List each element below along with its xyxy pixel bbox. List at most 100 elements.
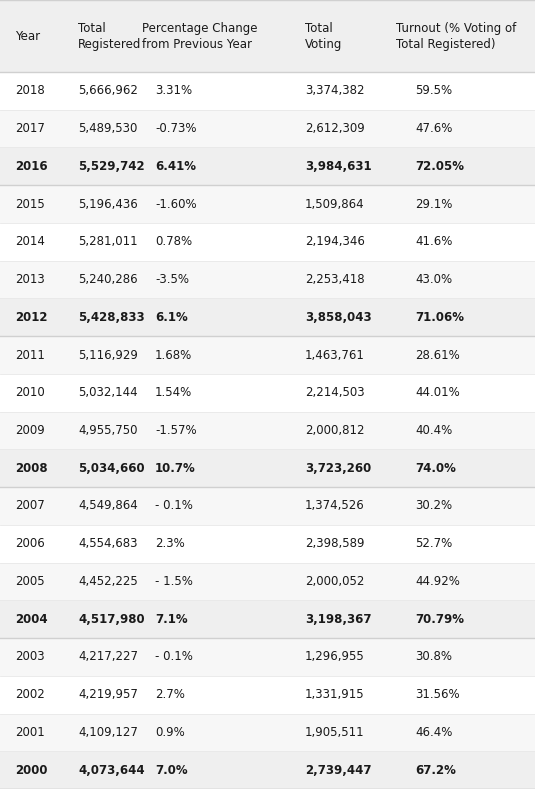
Text: 2002: 2002 [15, 688, 45, 701]
Text: 2,253,418: 2,253,418 [305, 273, 365, 286]
Text: 2,612,309: 2,612,309 [305, 122, 365, 135]
Text: 2008: 2008 [15, 462, 48, 475]
Text: Year: Year [15, 29, 40, 43]
Text: 3,723,260: 3,723,260 [305, 462, 371, 475]
Bar [0, 450, 535, 487]
Text: 29.1%: 29.1% [415, 197, 453, 211]
Text: 2000: 2000 [15, 764, 48, 776]
Text: - 0.1%: - 0.1% [155, 650, 193, 664]
Text: 5,428,833: 5,428,833 [78, 311, 144, 323]
Text: 2012: 2012 [15, 311, 48, 323]
Text: 4,219,957: 4,219,957 [78, 688, 138, 701]
Bar [0, 110, 535, 148]
Text: 2003: 2003 [15, 650, 44, 664]
Text: 28.61%: 28.61% [415, 349, 460, 361]
Text: Percentage Change
from Previous Year: Percentage Change from Previous Year [142, 21, 257, 50]
Text: 72.05%: 72.05% [415, 160, 464, 173]
Text: 41.6%: 41.6% [415, 235, 453, 249]
Text: 5,666,962: 5,666,962 [78, 84, 138, 97]
Text: 3,374,382: 3,374,382 [305, 84, 364, 97]
Bar [0, 600, 535, 638]
Text: 10.7%: 10.7% [155, 462, 196, 475]
Text: 2007: 2007 [15, 499, 45, 513]
Text: 7.1%: 7.1% [155, 613, 188, 626]
Text: 43.0%: 43.0% [415, 273, 452, 286]
Text: 1,463,761: 1,463,761 [305, 349, 365, 361]
Text: 2010: 2010 [15, 387, 45, 399]
Text: 2,194,346: 2,194,346 [305, 235, 365, 249]
Text: 6.41%: 6.41% [155, 160, 196, 173]
Bar [0, 563, 535, 600]
Text: 1,296,955: 1,296,955 [305, 650, 365, 664]
Text: 2,739,447: 2,739,447 [305, 764, 371, 776]
Text: 2,000,052: 2,000,052 [305, 575, 364, 588]
Text: 3.31%: 3.31% [155, 84, 192, 97]
Text: 47.6%: 47.6% [415, 122, 453, 135]
Text: 5,240,286: 5,240,286 [78, 273, 137, 286]
Text: 2013: 2013 [15, 273, 45, 286]
Text: 2009: 2009 [15, 424, 45, 437]
Text: 0.78%: 0.78% [155, 235, 192, 249]
Text: 6.1%: 6.1% [155, 311, 188, 323]
Text: Total
Registered: Total Registered [78, 21, 141, 50]
Text: 2.3%: 2.3% [155, 537, 185, 550]
Text: 2005: 2005 [15, 575, 44, 588]
Text: 2011: 2011 [15, 349, 45, 361]
Bar [0, 751, 535, 789]
Text: 1.54%: 1.54% [155, 387, 192, 399]
Text: - 1.5%: - 1.5% [155, 575, 193, 588]
Bar [0, 260, 535, 298]
Text: 3,858,043: 3,858,043 [305, 311, 372, 323]
Text: 44.01%: 44.01% [415, 387, 460, 399]
Text: 5,529,742: 5,529,742 [78, 160, 144, 173]
Text: 2014: 2014 [15, 235, 45, 249]
Text: 1,331,915: 1,331,915 [305, 688, 365, 701]
Text: 44.92%: 44.92% [415, 575, 460, 588]
Text: 2006: 2006 [15, 537, 45, 550]
Bar [0, 0, 535, 72]
Text: 2,000,812: 2,000,812 [305, 424, 364, 437]
Text: 5,116,929: 5,116,929 [78, 349, 138, 361]
Text: 30.8%: 30.8% [415, 650, 452, 664]
Text: 3,198,367: 3,198,367 [305, 613, 371, 626]
Text: 5,489,530: 5,489,530 [78, 122, 137, 135]
Text: 2001: 2001 [15, 726, 45, 739]
Bar [0, 223, 535, 260]
Text: Total
Voting: Total Voting [305, 21, 342, 50]
Text: 4,452,225: 4,452,225 [78, 575, 137, 588]
Text: 5,032,144: 5,032,144 [78, 387, 137, 399]
Text: Turnout (% Voting of
Total Registered): Turnout (% Voting of Total Registered) [396, 21, 516, 50]
Bar [0, 713, 535, 751]
Bar [0, 298, 535, 336]
Text: 4,217,227: 4,217,227 [78, 650, 138, 664]
Text: 31.56%: 31.56% [415, 688, 460, 701]
Bar [0, 336, 535, 374]
Text: 2017: 2017 [15, 122, 45, 135]
Text: 2,398,589: 2,398,589 [305, 537, 364, 550]
Text: 59.5%: 59.5% [415, 84, 452, 97]
Text: 46.4%: 46.4% [415, 726, 453, 739]
Bar [0, 487, 535, 525]
Text: 52.7%: 52.7% [415, 537, 452, 550]
Text: 30.2%: 30.2% [415, 499, 452, 513]
Text: 7.0%: 7.0% [155, 764, 188, 776]
Text: 2004: 2004 [15, 613, 48, 626]
Text: 0.9%: 0.9% [155, 726, 185, 739]
Bar [0, 676, 535, 713]
Text: -1.57%: -1.57% [155, 424, 197, 437]
Text: 2018: 2018 [15, 84, 45, 97]
Text: 40.4%: 40.4% [415, 424, 452, 437]
Bar [0, 638, 535, 676]
Text: 2015: 2015 [15, 197, 45, 211]
Text: 4,073,644: 4,073,644 [78, 764, 144, 776]
Text: 1,509,864: 1,509,864 [305, 197, 365, 211]
Bar [0, 412, 535, 450]
Text: 2.7%: 2.7% [155, 688, 185, 701]
Text: 5,196,436: 5,196,436 [78, 197, 137, 211]
Text: 1,905,511: 1,905,511 [305, 726, 365, 739]
Text: 1.68%: 1.68% [155, 349, 192, 361]
Text: 1,374,526: 1,374,526 [305, 499, 365, 513]
Text: 4,109,127: 4,109,127 [78, 726, 138, 739]
Text: 5,034,660: 5,034,660 [78, 462, 144, 475]
Bar [0, 148, 535, 185]
